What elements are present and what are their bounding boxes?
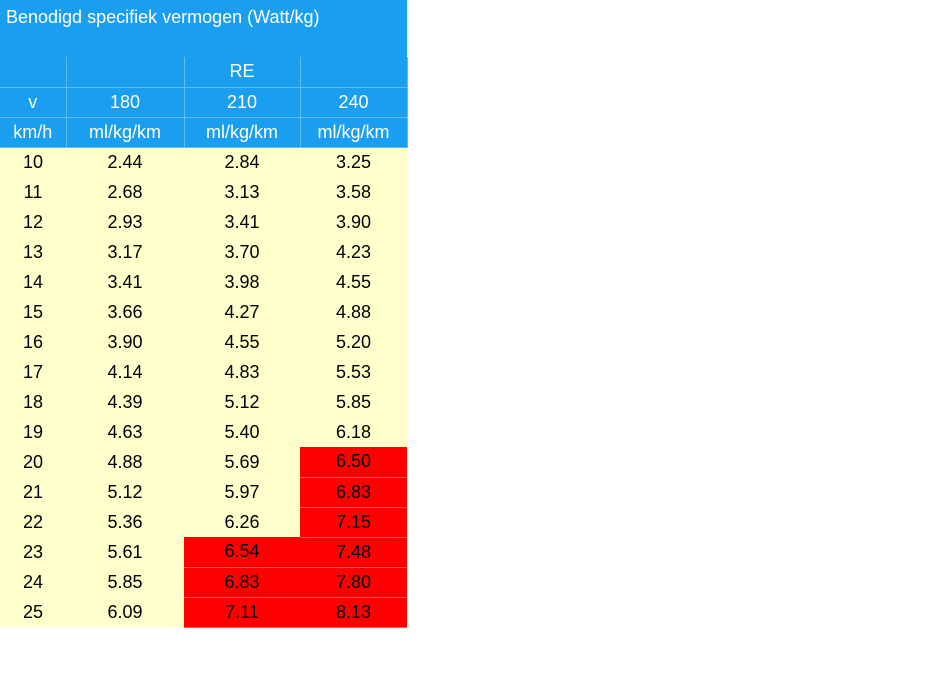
table-row: 13 3.17 3.70 4.23 [0, 237, 407, 267]
value-cell-180: 5.85 [66, 567, 184, 597]
header-cell [300, 57, 408, 88]
header-re-210: 210 [184, 87, 301, 118]
table-row: 22 5.36 6.26 7.15 [0, 507, 407, 538]
speed-cell: 16 [0, 327, 66, 357]
value-cell-240: 8.13 [300, 597, 407, 628]
table-body: 10 2.44 2.84 3.25 11 2.68 3.13 3.58 12 2.93 3.41 3.… [0, 147, 407, 628]
value-cell-180: 3.41 [66, 267, 184, 297]
speed-cell: 11 [0, 177, 66, 207]
value-cell-180: 2.93 [66, 207, 184, 237]
header-row-group: RE [0, 57, 408, 88]
value-cell-210: 3.70 [184, 237, 300, 267]
speed-cell: 14 [0, 267, 66, 297]
value-cell-210: 5.97 [184, 477, 300, 507]
value-cell-240: 6.18 [300, 417, 407, 447]
value-cell-210: 6.83 [184, 567, 300, 598]
value-cell-210: 3.13 [184, 177, 300, 207]
value-cell-210: 3.98 [184, 267, 300, 297]
value-cell-180: 6.09 [66, 597, 184, 627]
value-cell-180: 5.36 [66, 507, 184, 537]
value-cell-240: 6.83 [300, 477, 407, 508]
value-cell-210: 7.11 [184, 597, 300, 628]
header-re-unit: ml/kg/km [300, 117, 408, 148]
value-cell-210: 6.54 [184, 537, 300, 568]
value-cell-240: 7.80 [300, 567, 407, 598]
header-row-units: km/h ml/kg/km ml/kg/km ml/kg/km [0, 117, 408, 148]
value-cell-180: 4.63 [66, 417, 184, 447]
value-cell-240: 7.48 [300, 537, 407, 568]
value-cell-210: 5.69 [184, 447, 300, 477]
header-re-label: RE [184, 57, 301, 88]
table-row: 25 6.09 7.11 8.13 [0, 597, 407, 628]
value-cell-180: 4.88 [66, 447, 184, 477]
value-cell-180: 3.66 [66, 297, 184, 327]
value-cell-240: 7.15 [300, 507, 407, 538]
header-speed-label: v [0, 87, 67, 118]
table-row: 15 3.66 4.27 4.88 [0, 297, 407, 327]
table-row: 21 5.12 5.97 6.83 [0, 477, 407, 508]
value-cell-240: 5.85 [300, 387, 407, 417]
table-row: 18 4.39 5.12 5.85 [0, 387, 407, 417]
table-row: 23 5.61 6.54 7.48 [0, 537, 407, 568]
value-cell-240: 5.53 [300, 357, 407, 387]
speed-cell: 21 [0, 477, 66, 507]
value-cell-180: 3.17 [66, 237, 184, 267]
table-row: 17 4.14 4.83 5.53 [0, 357, 407, 387]
speed-cell: 24 [0, 567, 66, 597]
speed-cell: 25 [0, 597, 66, 627]
speed-cell: 18 [0, 387, 66, 417]
table-row: 24 5.85 6.83 7.80 [0, 567, 407, 598]
table-row: 14 3.41 3.98 4.55 [0, 267, 407, 297]
header-re-180: 180 [66, 87, 185, 118]
spreadsheet-table: Benodigd specifiek vermogen (Watt/kg) RE… [0, 0, 408, 628]
header-row-values: v 180 210 240 [0, 87, 408, 118]
header-cell [66, 57, 185, 88]
value-cell-240: 4.23 [300, 237, 407, 267]
table-row: 10 2.44 2.84 3.25 [0, 147, 407, 177]
value-cell-210: 4.55 [184, 327, 300, 357]
value-cell-210: 2.84 [184, 147, 300, 177]
value-cell-210: 3.41 [184, 207, 300, 237]
table-row: 12 2.93 3.41 3.90 [0, 207, 407, 237]
table-row: 19 4.63 5.40 6.18 [0, 417, 407, 447]
value-cell-240: 5.20 [300, 327, 407, 357]
table-row: 20 4.88 5.69 6.50 [0, 447, 407, 478]
speed-cell: 23 [0, 537, 66, 567]
value-cell-210: 6.26 [184, 507, 300, 537]
value-cell-240: 3.25 [300, 147, 407, 177]
header-re-240: 240 [300, 87, 408, 118]
value-cell-240: 4.55 [300, 267, 407, 297]
value-cell-180: 5.61 [66, 537, 184, 567]
value-cell-180: 4.39 [66, 387, 184, 417]
value-cell-240: 3.58 [300, 177, 407, 207]
value-cell-180: 5.12 [66, 477, 184, 507]
header-cell [0, 57, 67, 88]
value-cell-210: 5.12 [184, 387, 300, 417]
speed-cell: 10 [0, 147, 66, 177]
value-cell-210: 4.83 [184, 357, 300, 387]
value-cell-180: 4.14 [66, 357, 184, 387]
value-cell-240: 3.90 [300, 207, 407, 237]
value-cell-180: 3.90 [66, 327, 184, 357]
speed-cell: 22 [0, 507, 66, 537]
value-cell-210: 5.40 [184, 417, 300, 447]
data-table: RE v 180 210 240 km/h ml/kg/km ml/kg/km … [0, 57, 408, 628]
value-cell-180: 2.44 [66, 147, 184, 177]
table-title: Benodigd specifiek vermogen (Watt/kg) [0, 0, 407, 57]
speed-cell: 15 [0, 297, 66, 327]
speed-cell: 13 [0, 237, 66, 267]
speed-cell: 12 [0, 207, 66, 237]
header-speed-unit: km/h [0, 117, 67, 148]
table-row: 16 3.90 4.55 5.20 [0, 327, 407, 357]
value-cell-240: 4.88 [300, 297, 407, 327]
speed-cell: 19 [0, 417, 66, 447]
header-re-unit: ml/kg/km [184, 117, 301, 148]
header-re-unit: ml/kg/km [66, 117, 185, 148]
table-row: 11 2.68 3.13 3.58 [0, 177, 407, 207]
speed-cell: 17 [0, 357, 66, 387]
value-cell-210: 4.27 [184, 297, 300, 327]
speed-cell: 20 [0, 447, 66, 477]
value-cell-240: 6.50 [300, 447, 407, 478]
value-cell-180: 2.68 [66, 177, 184, 207]
